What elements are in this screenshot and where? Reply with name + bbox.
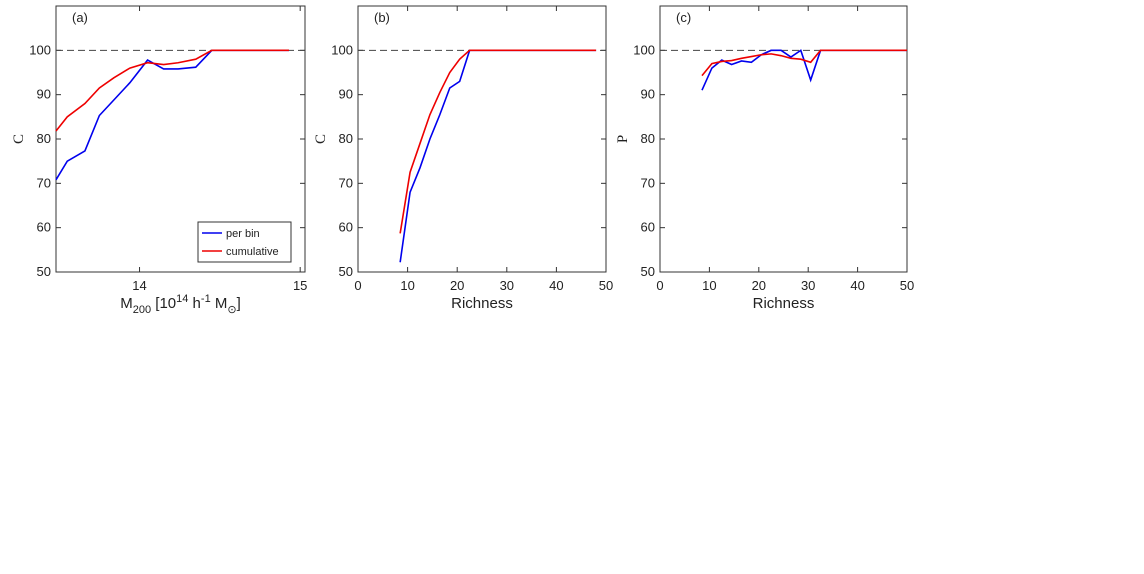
y-tick-label: 50: [339, 264, 353, 279]
series-line: [55, 49, 289, 181]
axes-frame: [357, 5, 607, 273]
x-axis-label: Richness: [753, 295, 815, 312]
panel: 50 60 70 80 90 100 0 10 20 30 40 50 (b) C Richness: [313, 5, 613, 312]
y-axis-label: P: [615, 135, 631, 143]
y-axis-label: C: [11, 134, 27, 144]
x-tick-label: 15: [293, 278, 307, 293]
series-line: [701, 49, 907, 91]
x-axis-label-part: M: [211, 295, 228, 312]
y-tick-label: 90: [339, 87, 353, 102]
panel-label: (a): [72, 10, 88, 25]
x-axis-label-part: M: [120, 295, 133, 312]
x-axis-label-part: h: [188, 295, 201, 312]
y-tick-label: 60: [641, 220, 655, 235]
y-tick-label: 80: [37, 131, 51, 146]
y-tick-label: 70: [37, 175, 51, 190]
x-axis-label-part: Richness: [451, 295, 513, 312]
panel-label: (c): [676, 10, 691, 25]
panel: 50 60 70 80 90 100 0 10 20 30 40 50 (c) P Richness: [615, 5, 914, 312]
x-tick-label: 30: [500, 278, 514, 293]
y-tick-label: 100: [29, 42, 51, 57]
y-tick-label: 100: [633, 42, 655, 57]
y-tick-label: 60: [339, 220, 353, 235]
x-tick-label: 40: [850, 278, 864, 293]
y-tick-label: 80: [339, 131, 353, 146]
x-tick-label: 40: [549, 278, 563, 293]
x-tick-label: 0: [354, 278, 361, 293]
x-tick-label: 20: [450, 278, 464, 293]
y-tick-label: 100: [331, 42, 353, 57]
x-axis-label-part: ]: [237, 295, 241, 312]
x-axis-label-part: Richness: [753, 295, 815, 312]
axes-frame: [659, 5, 908, 273]
y-tick-label: 50: [641, 264, 655, 279]
x-tick-label: 14: [132, 278, 146, 293]
x-tick-label: 10: [702, 278, 716, 293]
panel-label: (b): [374, 10, 390, 25]
x-axis-label-part: 14: [176, 293, 188, 305]
y-axis-label: C: [313, 134, 329, 144]
x-axis-label: Richness: [451, 295, 513, 312]
y-tick-label: 80: [641, 131, 655, 146]
series-line: [701, 49, 907, 77]
x-tick-label: 20: [752, 278, 766, 293]
legend: per bin cumulative: [197, 221, 292, 263]
x-tick-label: 0: [656, 278, 663, 293]
x-tick-label: 50: [900, 278, 914, 293]
y-tick-label: 70: [339, 175, 353, 190]
y-tick-label: 90: [641, 87, 655, 102]
y-tick-label: 70: [641, 175, 655, 190]
x-axis-label-part: ⊙: [227, 304, 236, 316]
legend-label: per bin: [226, 228, 260, 240]
x-tick-label: 10: [400, 278, 414, 293]
x-axis-label: M200 [1014 h-1 M⊙]: [120, 293, 241, 316]
x-tick-label: 50: [599, 278, 613, 293]
series-line: [399, 49, 597, 263]
x-tick-label: 30: [801, 278, 815, 293]
legend-box: [197, 221, 292, 263]
series-line: [55, 49, 289, 132]
y-tick-label: 50: [37, 264, 51, 279]
y-tick-label: 90: [37, 87, 51, 102]
x-axis-label-part: [10: [151, 295, 176, 312]
legend-label: cumulative: [226, 246, 279, 258]
y-tick-label: 60: [37, 220, 51, 235]
x-axis-label-part: 200: [133, 304, 151, 316]
series-line: [399, 49, 597, 234]
x-axis-label-part: -1: [201, 293, 211, 305]
